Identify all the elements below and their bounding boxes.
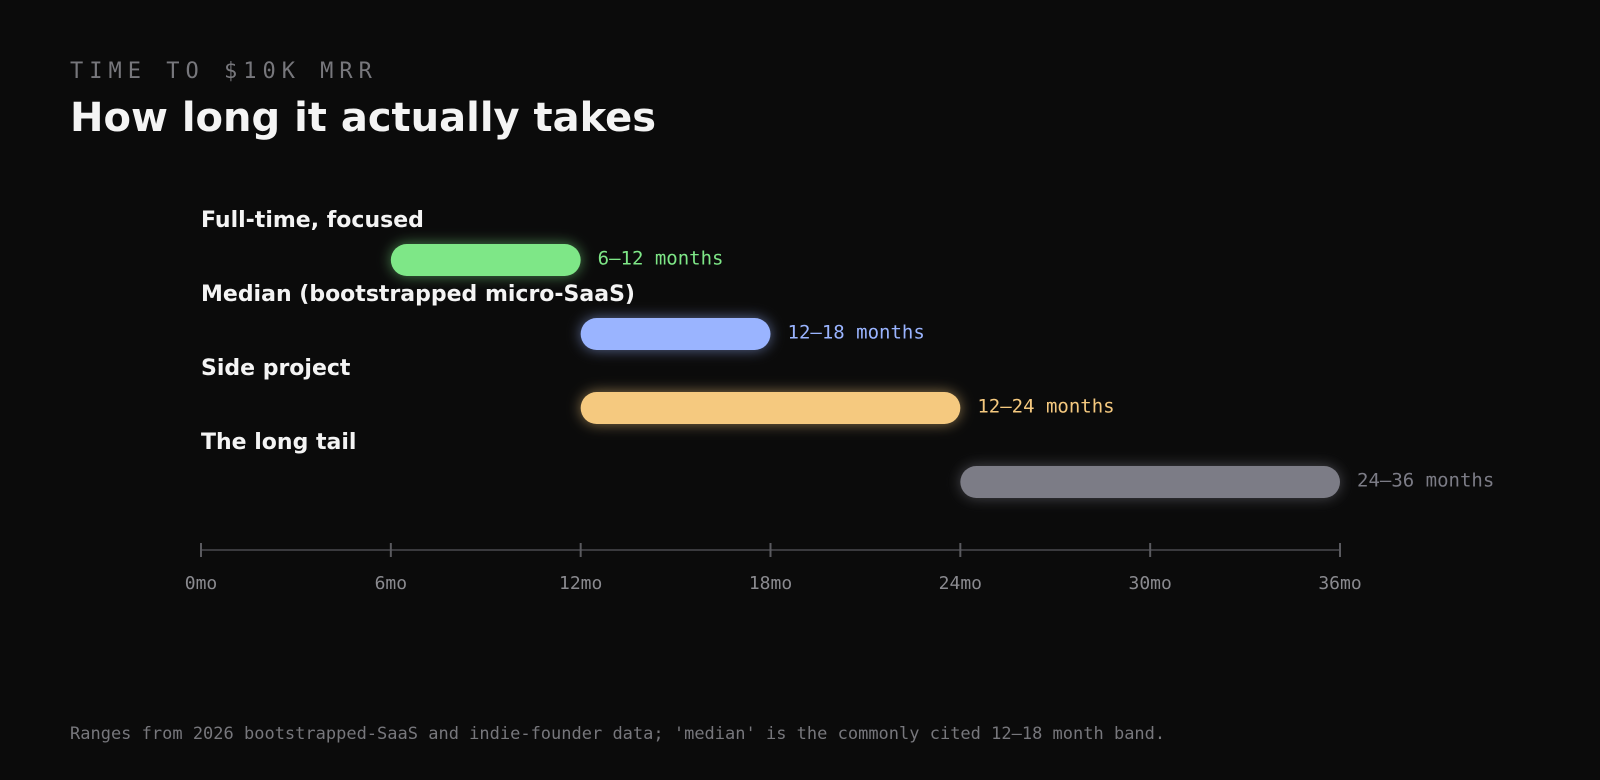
row-label: Side project xyxy=(201,356,351,381)
row-label: The long tail xyxy=(201,430,356,455)
x-tick-label: 0mo xyxy=(185,573,218,594)
value-label: 24–36 months xyxy=(1357,470,1494,492)
x-tick-label: 30mo xyxy=(1128,573,1171,594)
eyebrow: TIME TO $10K MRR xyxy=(70,59,378,84)
x-tick-label: 6mo xyxy=(375,573,408,594)
x-tick-label: 36mo xyxy=(1318,573,1361,594)
range-bar xyxy=(960,466,1340,498)
range-bar xyxy=(580,318,771,350)
x-tick-label: 18mo xyxy=(749,573,792,594)
footnote: Ranges from 2026 bootstrapped-SaaS and i… xyxy=(70,724,1165,744)
value-label: 12–24 months xyxy=(977,396,1114,418)
x-tick-label: 12mo xyxy=(559,573,602,594)
x-tick-label: 24mo xyxy=(939,573,982,594)
row-label: Median (bootstrapped micro-SaaS) xyxy=(201,282,635,307)
row-label: Full-time, focused xyxy=(201,208,424,233)
range-bar xyxy=(390,244,581,276)
chart-title: How long it actually takes xyxy=(70,95,656,141)
value-label: 12–18 months xyxy=(788,322,925,344)
value-label: 6–12 months xyxy=(598,248,724,270)
range-bar xyxy=(580,392,961,424)
